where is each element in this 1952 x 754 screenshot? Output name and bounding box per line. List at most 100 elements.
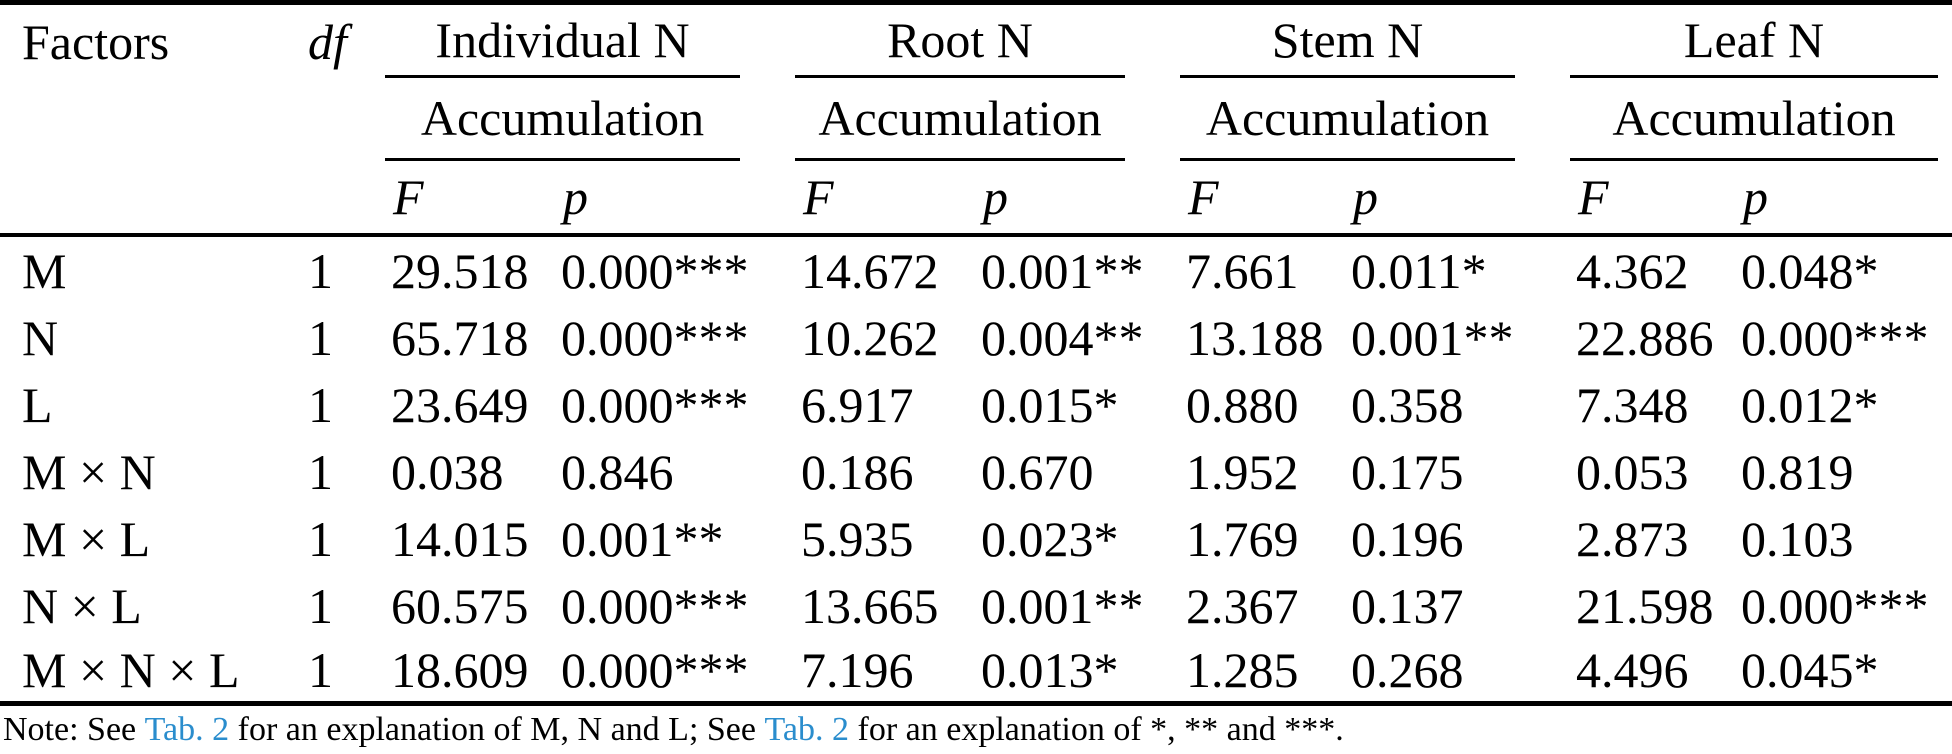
f-value: 13.188 xyxy=(1186,309,1324,366)
p-value: 0.137 xyxy=(1351,577,1464,634)
p-value: 0.000*** xyxy=(1741,309,1929,366)
p-value: 0.000*** xyxy=(1741,577,1929,634)
f-value: 22.886 xyxy=(1576,309,1714,366)
column-header-f: F xyxy=(1180,161,1345,237)
factor-label: N xyxy=(22,309,59,366)
f-value: 0.053 xyxy=(1576,443,1689,500)
column-header-f: F xyxy=(385,161,555,237)
column-header-p: p xyxy=(555,161,795,237)
f-value: 14.672 xyxy=(801,242,939,299)
tab2-link[interactable]: Tab. 2 xyxy=(764,711,850,748)
f-value: 0.038 xyxy=(391,443,504,500)
df-value: 1 xyxy=(308,577,333,634)
f-value: 14.015 xyxy=(391,510,529,567)
f-value: 10.262 xyxy=(801,309,939,366)
df-value: 1 xyxy=(308,242,333,299)
factor-label: M × N × L xyxy=(0,639,300,706)
group-subheader-label: Accumulation xyxy=(1180,78,1515,161)
p-value: 0.846 xyxy=(561,443,674,500)
f-value: 23.649 xyxy=(391,376,529,433)
f-value: 0.880 xyxy=(1186,376,1299,433)
p-value: 0.196 xyxy=(1351,510,1464,567)
f-value: 29.518 xyxy=(391,242,529,299)
f-value: 7.348 xyxy=(1576,376,1689,433)
f-value: 6.917 xyxy=(801,376,914,433)
group-header-root-n: Root N xyxy=(795,5,1180,78)
p-value: 0.012* xyxy=(1741,376,1879,433)
factor-label: N × L xyxy=(22,577,142,634)
group-subheader-label: Accumulation xyxy=(385,78,740,161)
p-value: 0.819 xyxy=(1741,443,1854,500)
group-subheader-stem-n: Accumulation xyxy=(1180,78,1570,161)
p-value: 0.670 xyxy=(981,443,1094,500)
df-value: 1 xyxy=(308,309,333,366)
f-value: 2.873 xyxy=(1576,510,1689,567)
footnote-text: for an explanation of *, ** and ***. xyxy=(849,711,1344,748)
f-value: 0.186 xyxy=(801,443,914,500)
f-value: 1.952 xyxy=(1186,443,1299,500)
column-header-df: df xyxy=(308,13,347,70)
f-value: 2.367 xyxy=(1186,577,1299,634)
group-subheader-label: Accumulation xyxy=(795,78,1125,161)
f-value: 7.196 xyxy=(795,639,975,706)
p-value: 0.000*** xyxy=(561,376,749,433)
group-header-stem-n: Stem N xyxy=(1180,5,1570,78)
df-value: 1 xyxy=(308,510,333,567)
f-value: 4.496 xyxy=(1570,639,1735,706)
column-header-p: p xyxy=(1345,161,1570,237)
p-value: 0.358 xyxy=(1351,376,1464,433)
f-value: 21.598 xyxy=(1576,577,1714,634)
column-header-f: F xyxy=(795,161,975,237)
f-value: 60.575 xyxy=(391,577,529,634)
p-value: 0.004** xyxy=(981,309,1144,366)
df-value: 1 xyxy=(308,443,333,500)
f-value: 5.935 xyxy=(801,510,914,567)
header-spacer xyxy=(300,161,385,237)
p-value: 0.001** xyxy=(981,242,1144,299)
group-header-label: Leaf N xyxy=(1570,5,1938,78)
p-value: 0.001** xyxy=(1351,309,1514,366)
p-value: 0.000*** xyxy=(561,242,749,299)
column-header-p: p xyxy=(975,161,1180,237)
p-value: 0.048* xyxy=(1741,242,1879,299)
p-value: 0.000*** xyxy=(555,639,795,706)
p-value: 0.001** xyxy=(561,510,724,567)
group-subheader-leaf-n: Accumulation xyxy=(1570,78,1952,161)
footnote-text: Note: See xyxy=(3,711,145,748)
f-value: 1.769 xyxy=(1186,510,1299,567)
f-value: 4.362 xyxy=(1576,242,1689,299)
group-header-label: Stem N xyxy=(1180,5,1515,78)
f-value: 18.609 xyxy=(385,639,555,706)
group-header-individual-n: Individual N xyxy=(385,5,795,78)
p-value: 0.015* xyxy=(981,376,1119,433)
group-subheader-individual-n: Accumulation xyxy=(385,78,795,161)
p-value: 0.000*** xyxy=(561,577,749,634)
group-header-leaf-n: Leaf N xyxy=(1570,5,1952,78)
footnote-text: for an explanation of M, N and L; See xyxy=(229,711,765,748)
f-value: 7.661 xyxy=(1186,242,1299,299)
f-value: 1.285 xyxy=(1180,639,1345,706)
tab2-link[interactable]: Tab. 2 xyxy=(144,711,230,748)
p-value: 0.268 xyxy=(1345,639,1570,706)
header-spacer xyxy=(0,161,300,237)
group-header-label: Individual N xyxy=(385,5,740,78)
header-spacer xyxy=(300,78,385,161)
group-subheader-label: Accumulation xyxy=(1570,78,1938,161)
p-value: 0.000*** xyxy=(561,309,749,366)
header-spacer xyxy=(0,78,300,161)
f-value: 65.718 xyxy=(391,309,529,366)
p-value: 0.175 xyxy=(1351,443,1464,500)
p-value: 0.001** xyxy=(981,577,1144,634)
f-value: 13.665 xyxy=(801,577,939,634)
df-value: 1 xyxy=(300,639,385,706)
p-value: 0.045* xyxy=(1735,639,1952,706)
factor-label: M xyxy=(22,242,67,299)
anova-table: Factors df Individual N Root N Stem N Le… xyxy=(0,0,1952,706)
column-header-f: F xyxy=(1570,161,1735,237)
factor-label: M × L xyxy=(22,510,151,567)
column-header-p: p xyxy=(1735,161,1952,237)
df-value: 1 xyxy=(308,376,333,433)
p-value: 0.011* xyxy=(1351,242,1487,299)
factor-label: M × N xyxy=(22,443,156,500)
